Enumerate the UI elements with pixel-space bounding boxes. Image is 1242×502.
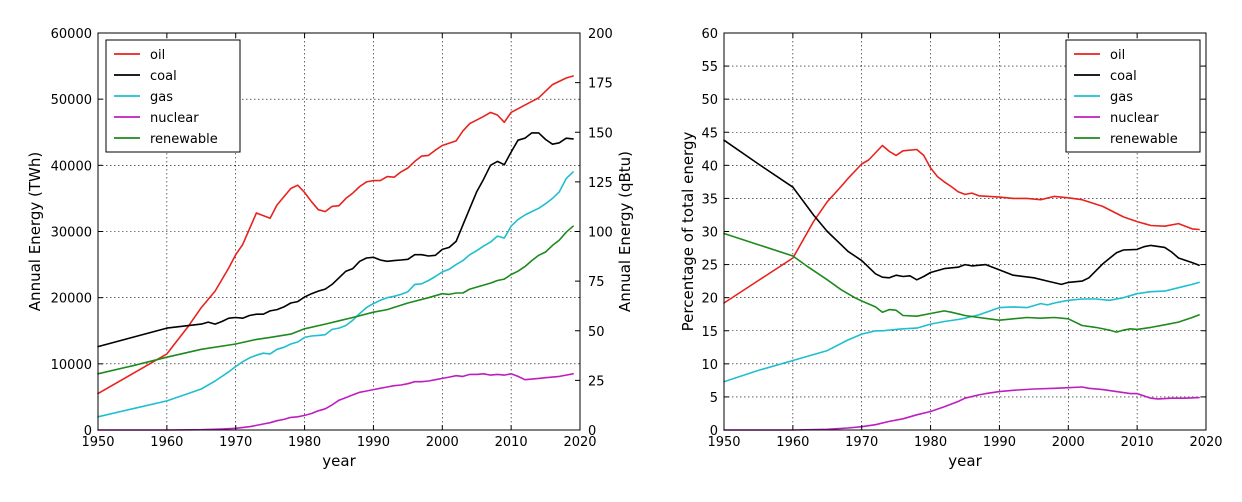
y-tick-label: 40000 (51, 159, 92, 174)
y-tick-label: 10 (701, 358, 718, 373)
legend-label-nuclear: nuclear (150, 111, 199, 126)
y2-tick-label: 50 (588, 325, 605, 340)
y-tick-label: 0 (84, 424, 92, 439)
legend-label-gas: gas (150, 90, 173, 105)
x-tick-label: 2020 (563, 435, 596, 450)
series-line-gas (723, 281, 1200, 383)
y2-tick-label: 200 (588, 27, 613, 42)
x-tick-label: 2000 (426, 435, 459, 450)
series-line-nuclear (97, 373, 574, 431)
series-line-renewable (97, 225, 574, 375)
y-tick-label: 30 (701, 226, 718, 241)
series-line-coal (97, 132, 574, 348)
y-tick-label: 10000 (51, 358, 92, 373)
x-tick-label: 1960 (150, 435, 183, 450)
y2-tick-label: 75 (588, 275, 605, 290)
y2-tick-label: 0 (588, 424, 596, 439)
x-tick-label: 1980 (288, 435, 321, 450)
y-tick-label: 60 (701, 27, 718, 42)
series-line-coal (723, 139, 1200, 286)
x-tick-label: 1970 (845, 435, 878, 450)
y2-tick-label: 125 (588, 176, 613, 191)
series-line-oil (97, 75, 574, 395)
series-line-oil (723, 144, 1200, 304)
series-line-nuclear (723, 386, 1200, 431)
y-tick-label: 55 (701, 60, 718, 75)
legend: oil coal gas nuclear renewable (105, 39, 241, 153)
y-tick-label: 25 (701, 259, 718, 274)
y-tick-label: 50 (701, 93, 718, 108)
y2-tick-label: 150 (588, 126, 613, 141)
legend-label-gas: gas (1110, 90, 1133, 105)
y2-tick-label: 25 (588, 374, 605, 389)
legend-label-coal: coal (1110, 69, 1137, 84)
x-tick-label: 1950 (81, 435, 114, 450)
legend-label-nuclear: nuclear (1110, 111, 1159, 126)
y-tick-label: 0 (710, 424, 718, 439)
x-axis-label: year (948, 452, 982, 470)
legend-label-oil: oil (150, 48, 165, 63)
y-tick-label: 40 (701, 159, 718, 174)
y-tick-label: 60000 (51, 27, 92, 42)
legend-label-renewable: renewable (1110, 132, 1178, 147)
y-tick-label: 35 (701, 192, 718, 207)
x-tick-label: 1960 (776, 435, 809, 450)
y-tick-label: 50000 (51, 93, 92, 108)
series-line-renewable (723, 232, 1200, 333)
x-tick-label: 1990 (983, 435, 1016, 450)
x-tick-label: 2010 (1121, 435, 1154, 450)
x-tick-label: 1980 (914, 435, 947, 450)
x-tick-label: 2020 (1189, 435, 1222, 450)
chart-1: 1950 1960 1970 1980 1990 2000 2010 202001000020… (26, 27, 634, 470)
legend-label-oil: oil (1110, 48, 1125, 63)
legend-label-coal: coal (150, 69, 177, 84)
series-line-gas (97, 171, 574, 418)
y-tick-label: 15 (701, 325, 718, 340)
x-tick-label: 2000 (1052, 435, 1085, 450)
y-tick-label: 30000 (51, 226, 92, 241)
y-tick-label: 20 (701, 292, 718, 307)
y-axis-label: Annual Energy (TWh) (26, 152, 44, 311)
y-tick-label: 5 (710, 391, 718, 406)
x-tick-label: 1970 (219, 435, 252, 450)
y-axis-label: Percentage of total energy (679, 132, 697, 332)
legend-label-renewable: renewable (150, 132, 218, 147)
x-tick-label: 1990 (357, 435, 390, 450)
chart-2: 1950 1960 1970 1980 1990 2000 2010 2020 0 5 10 15 20… (679, 27, 1223, 470)
y-tick-label: 20000 (51, 292, 92, 307)
y-tick-label: 45 (701, 126, 718, 141)
legend: oil coal gas nuclear renewable (1065, 39, 1201, 153)
y2-tick-label: 100 (588, 226, 613, 241)
y2-axis-label: Annual Energy (qBtu) (616, 151, 634, 312)
x-tick-label: 2010 (495, 435, 528, 450)
x-axis-label: year (322, 452, 356, 470)
x-tick-label: 1950 (707, 435, 740, 450)
y2-tick-label: 175 (588, 77, 613, 92)
